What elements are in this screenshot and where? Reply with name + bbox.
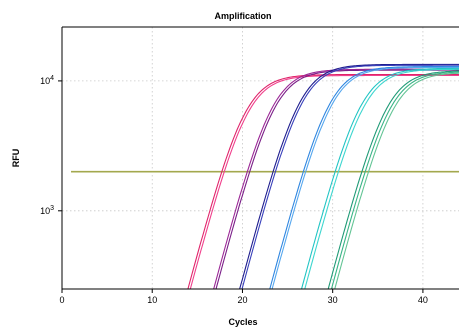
amplification-curve [189,74,459,289]
amplification-curve [327,70,459,289]
grid [62,27,459,289]
y-ticks: 103 104 [40,75,62,216]
x-ticks: 0 10 20 30 40 [59,289,428,305]
amplification-curve [269,65,459,289]
axes [61,26,459,290]
chart-title: Amplification [214,11,271,21]
amplification-curve [330,71,459,289]
x-tick-label: 0 [59,295,64,305]
x-tick-label: 10 [147,295,157,305]
series-layer [187,63,459,289]
amplification-curve [271,66,459,289]
amplification-curve [300,67,459,289]
amplification-curve [334,72,459,289]
y-tick-label: 103 [40,205,54,216]
y-tick-label: 104 [40,75,54,86]
amplification-curve [241,64,459,289]
amplification-curve [239,63,459,289]
amplification-curve [304,68,459,289]
x-tick-label: 40 [418,295,428,305]
x-axis-label: Cycles [228,317,257,327]
y-axis-label: RFU [11,149,21,168]
x-tick-label: 20 [237,295,247,305]
amplification-curve [187,73,459,289]
x-tick-label: 30 [328,295,338,305]
